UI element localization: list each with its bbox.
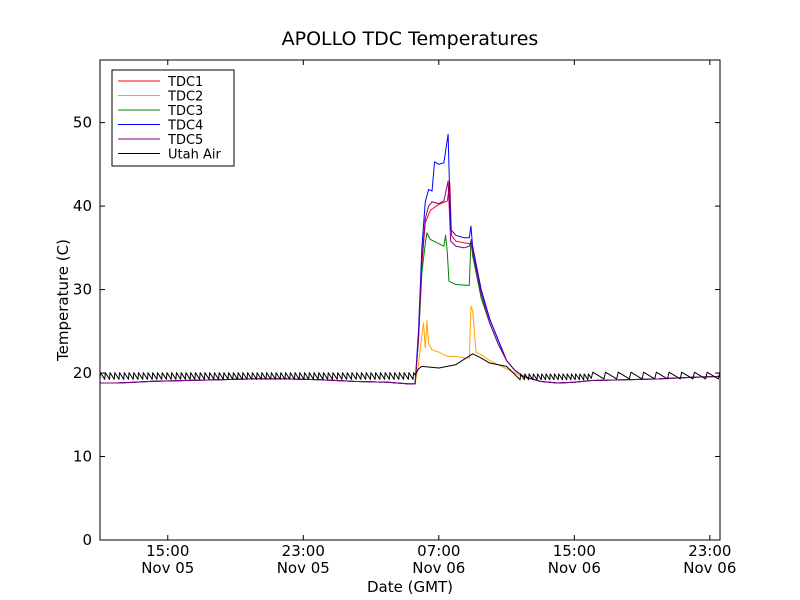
y-tick-label: 40: [73, 197, 92, 215]
x-tick-label-date: Nov 05: [141, 559, 194, 577]
chart-title: APOLLO TDC Temperatures: [282, 28, 539, 50]
legend-label-tdc3: TDC3: [167, 104, 203, 119]
x-tick-label-date: Nov 06: [683, 559, 736, 577]
legend-label-utah-air: Utah Air: [168, 148, 221, 163]
x-tick-label-time: 23:00: [282, 542, 325, 560]
y-tick-label: 20: [73, 364, 92, 382]
legend-label-tdc1: TDC1: [167, 75, 203, 90]
y-axis-label: Temperature (C): [54, 239, 72, 362]
x-tick-label-date: Nov 05: [277, 559, 330, 577]
y-tick-label: 30: [73, 281, 92, 299]
x-axis-label: Date (GMT): [367, 578, 453, 596]
x-tick-label-time: 15:00: [553, 542, 596, 560]
series-line-utah-air: [99, 353, 721, 381]
legend-box: [111, 69, 235, 167]
x-tick-label-time: 15:00: [146, 542, 189, 560]
plot-frame: [99, 59, 721, 541]
y-tick-label: 50: [73, 114, 92, 132]
x-tick-label-time: 07:00: [417, 542, 460, 560]
legend-label-tdc5: TDC5: [167, 133, 203, 148]
legend-label-tdc4: TDC4: [167, 119, 203, 134]
series-layer: [99, 133, 721, 385]
legend-label-tdc2: TDC2: [167, 90, 203, 105]
x-tick-label-date: Nov 06: [412, 559, 465, 577]
y-tick-label: 10: [73, 448, 92, 466]
y-tick-label: 0: [82, 531, 92, 549]
x-tick-label-date: Nov 06: [548, 559, 601, 577]
x-tick-label-time: 23:00: [688, 542, 731, 560]
